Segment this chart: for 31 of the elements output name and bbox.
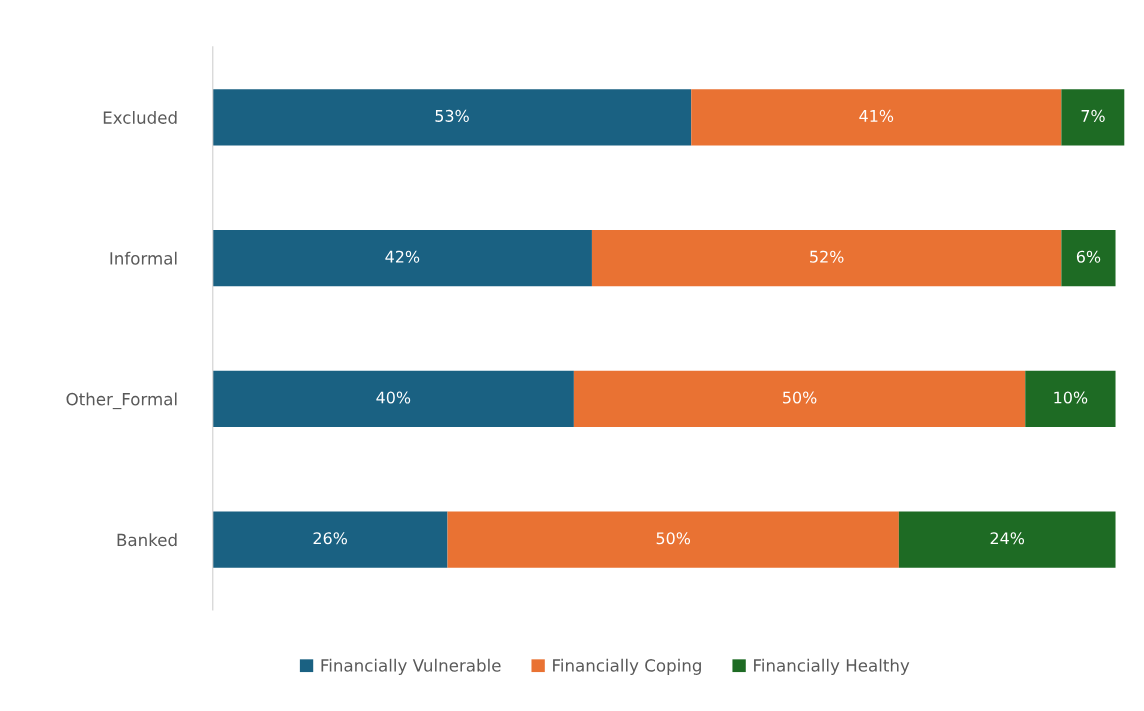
data-label: 7% [1081,109,1105,122]
data-label: 10% [1054,391,1088,404]
bar [573,370,1026,428]
y-tick-label: Informal [110,251,177,265]
data-label: 24% [990,532,1025,545]
bar [212,89,692,146]
y-tick-label: Banked [117,533,177,547]
data-label: 42% [385,250,420,263]
data-label: 50% [783,391,817,404]
data-label: 40% [376,391,411,404]
bar [212,370,574,428]
legend-label: Financially Healthy [754,658,910,675]
bar [1061,229,1116,287]
data-label: 50% [656,532,691,545]
data-label: 41% [859,109,894,122]
bar [898,511,1116,568]
bar [447,511,899,568]
data-label: 26% [313,532,348,545]
bar [1025,370,1116,428]
data-label: 52% [810,250,844,263]
y-tick-label: Excluded [103,110,177,124]
data-label: 6% [1076,250,1101,263]
bar [212,511,448,568]
legend-label: Financially Vulnerable [321,658,501,675]
bar [691,89,1062,146]
bar [212,229,592,287]
legend-label: Financially Coping [553,658,701,675]
bar [591,229,1062,287]
y-tick-label: Other_Formal [66,392,177,410]
data-label: 53% [435,109,469,122]
bar [1061,89,1125,146]
